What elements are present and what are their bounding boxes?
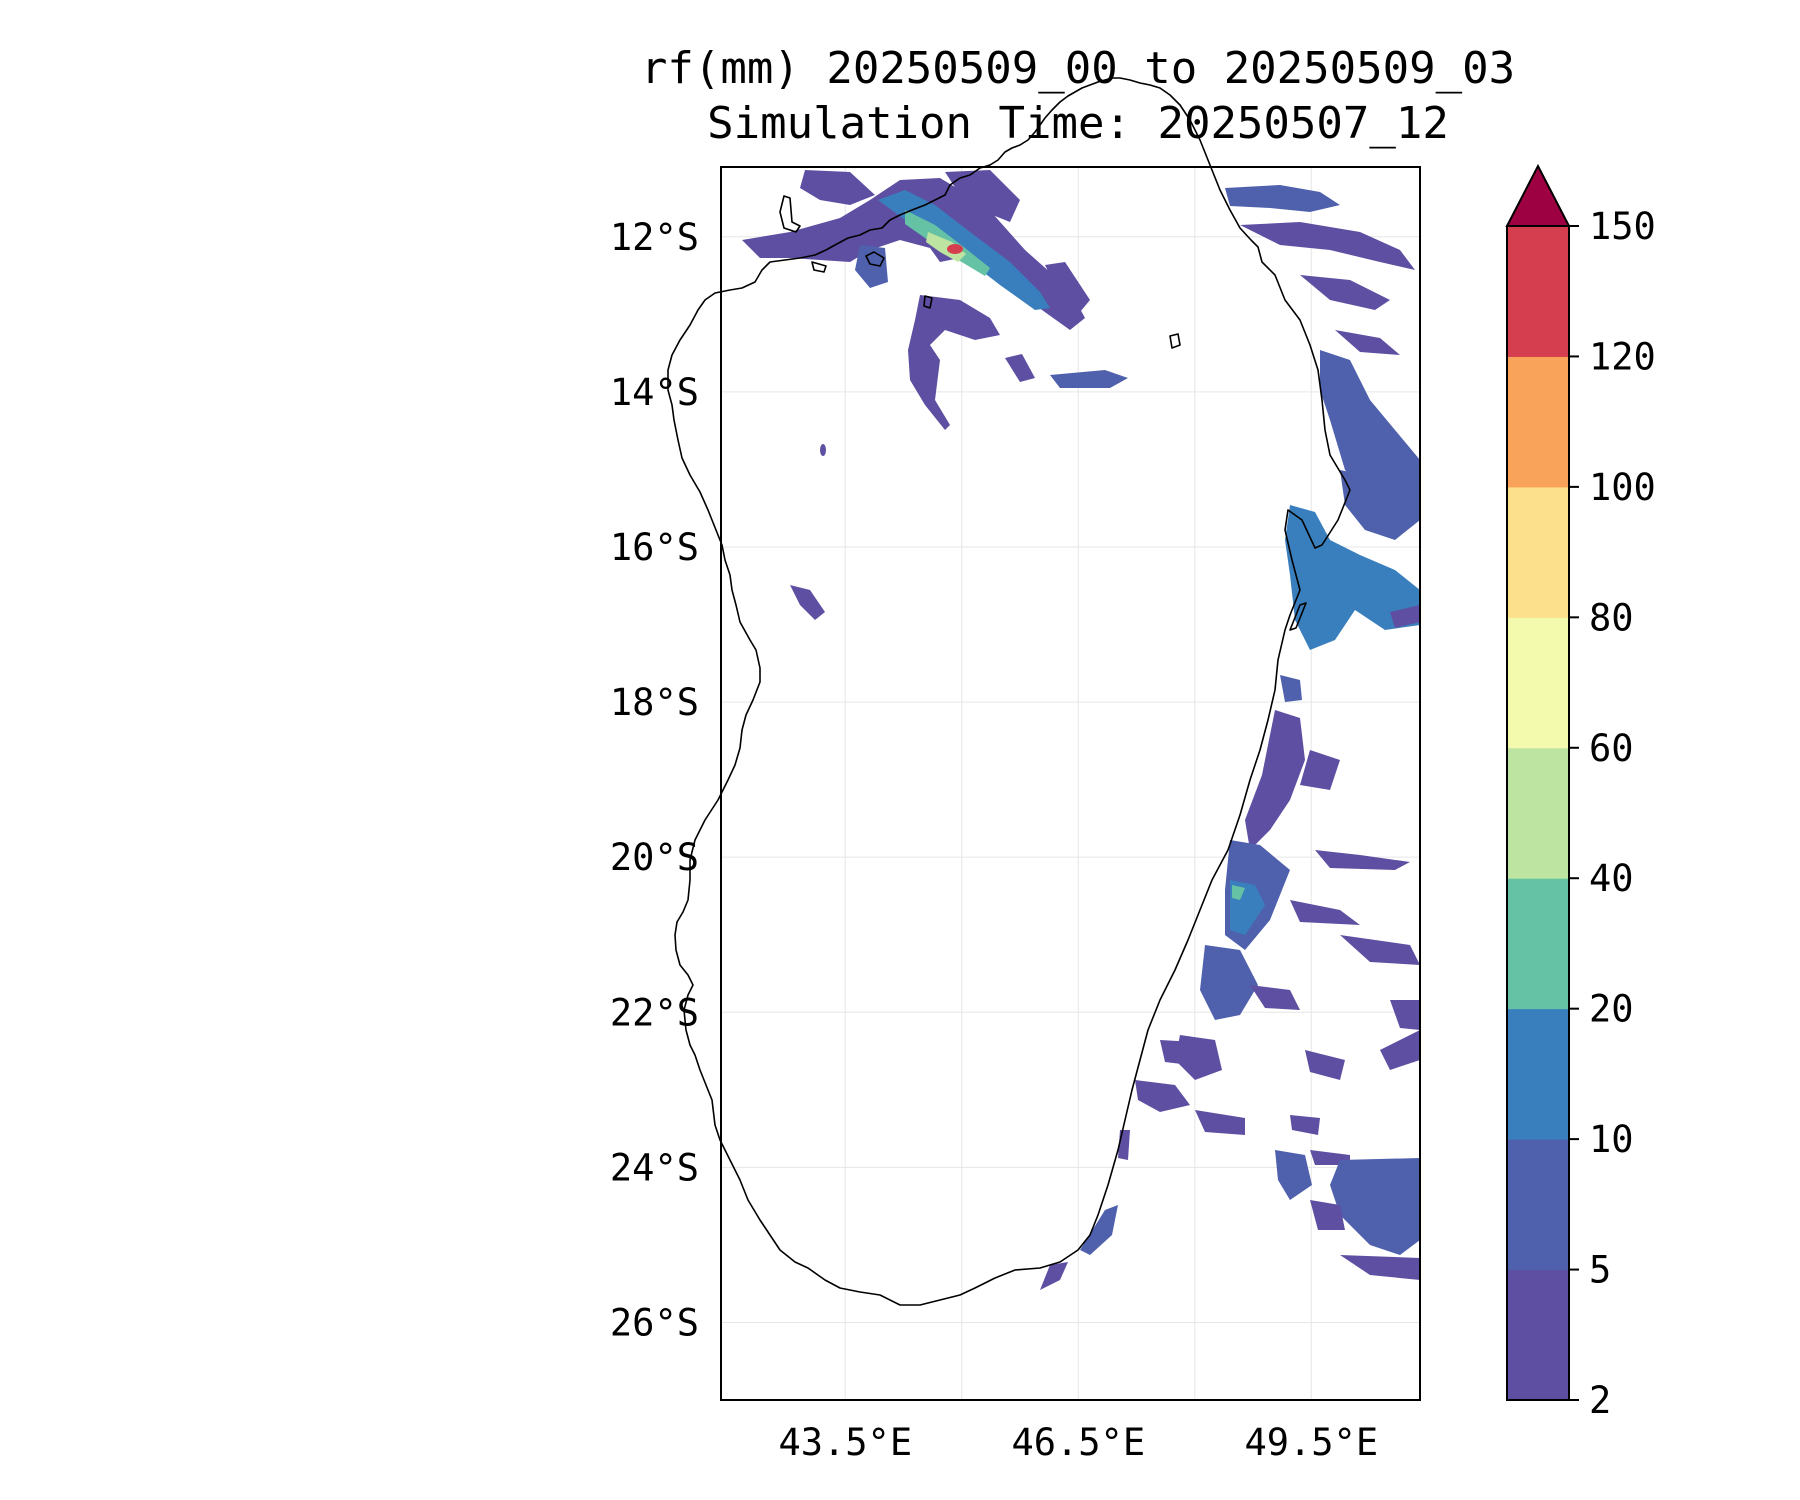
rain-east-coast-north	[1320, 350, 1420, 520]
madagascar-coastline	[667, 77, 1351, 1306]
rain-southeast-6	[1275, 1150, 1312, 1200]
colorbar-segment	[1507, 486, 1569, 618]
comoros-island-2	[865, 251, 885, 267]
lat-tick-label: 16°S	[610, 526, 699, 569]
colorbar-level-label: 40	[1589, 857, 1634, 900]
map-frame	[720, 166, 1421, 1401]
rain-band-northwest-intense	[926, 232, 966, 262]
colorbar-extend-triangle	[1505, 163, 1571, 227]
colorbar-segment	[1507, 878, 1569, 1010]
rain-south-east-edge	[1390, 1000, 1420, 1030]
rain-east-offshore-6	[1305, 1050, 1345, 1080]
colorbar-level-label: 150	[1589, 205, 1656, 248]
lat-tick-label: 26°S	[610, 1301, 699, 1344]
rain-southeast-3	[1195, 1110, 1245, 1135]
rain-east-coast-bay-outer	[1340, 470, 1420, 540]
rain-east-offshore-4	[1340, 935, 1420, 965]
colorbar-level-label: 100	[1589, 466, 1656, 509]
rain-east-offshore-1	[1300, 750, 1340, 790]
rainfall-contours	[742, 170, 1420, 1290]
rain-band-east-comoros	[1045, 262, 1090, 312]
colorbar-level-label: 2	[1589, 1379, 1611, 1422]
colorbar: 2 5 10 20 40 60 80 100 120 150	[1505, 163, 1656, 1422]
comoros-island-3	[923, 295, 933, 309]
lat-tick-label: 18°S	[610, 681, 699, 724]
lat-tick-label: 20°S	[610, 836, 699, 879]
lon-tick-label: 43.5°E	[778, 1421, 912, 1464]
colorbar-segment	[1507, 356, 1569, 488]
colorbar-frame	[1506, 225, 1570, 1401]
rain-southeast-1	[1160, 1040, 1195, 1065]
figure-title: rf(mm) 20250509_00 to 20250509_03	[641, 43, 1515, 94]
rain-east-offshore-5	[1250, 985, 1300, 1010]
rain-southeast-8	[1310, 1200, 1345, 1230]
colorbar-level-label: 10	[1589, 1118, 1634, 1161]
colorbar-segment	[1507, 617, 1569, 749]
rain-east-coast-bay	[1285, 505, 1420, 650]
rain-southeast-9	[1340, 1255, 1420, 1280]
rain-northeast-band2	[1300, 275, 1390, 310]
colorbar-segment	[1507, 1008, 1569, 1140]
latitude-ticks: 12°S 14°S 16°S 18°S 20°S 22°S 24°S 26°S	[610, 216, 699, 1345]
rain-band-north-top2	[945, 170, 1020, 222]
sainte-marie-island	[1289, 602, 1307, 631]
colorbar-segment	[1507, 747, 1569, 879]
colorbar-segment	[1507, 1139, 1569, 1271]
coastlines	[667, 77, 1351, 1306]
rain-east-central-2	[1245, 710, 1305, 850]
rain-northeast-band3	[1335, 330, 1400, 355]
rain-southeast-7	[1330, 1158, 1420, 1255]
rain-east-central-1	[1280, 675, 1302, 702]
lat-tick-label: 12°S	[610, 216, 699, 259]
colorbar-level-label: 120	[1589, 335, 1656, 378]
nosy-be-island	[1169, 333, 1181, 349]
colorbar-level-label: 80	[1589, 596, 1634, 639]
figure-subtitle: Simulation Time: 20250507_12	[707, 98, 1449, 149]
rain-peak-northwest	[947, 244, 963, 254]
rain-blob-west	[790, 585, 825, 620]
colorbar-level-label: 60	[1589, 727, 1634, 770]
rain-southeast-2	[1135, 1080, 1190, 1112]
colorbar-segment	[1507, 1269, 1569, 1401]
rain-east-offshore-2	[1315, 850, 1410, 870]
rain-northeast-top	[1225, 185, 1340, 212]
lon-tick-label: 46.5°E	[1011, 1421, 1145, 1464]
lat-tick-label: 22°S	[610, 991, 699, 1034]
rain-blob-nw2	[1005, 354, 1035, 382]
rain-northeast-band1	[1240, 222, 1415, 270]
rain-southwest-north	[908, 295, 1000, 430]
rain-east-strip-1	[1390, 605, 1420, 628]
rain-east-offshore-7	[1380, 1030, 1420, 1070]
rain-blob-west-small	[820, 444, 826, 456]
rain-east-offshore-3	[1290, 900, 1360, 925]
colorbar-level-label: 5	[1589, 1249, 1611, 1292]
longitude-ticks: 43.5°E 46.5°E 49.5°E	[778, 1421, 1378, 1464]
rain-band-north-top	[800, 170, 875, 205]
rain-east-central-strong	[1232, 885, 1245, 900]
colorbar-level-label: 20	[1589, 988, 1634, 1031]
rain-east-central-4	[1200, 945, 1258, 1020]
colorbar-segment	[1507, 226, 1569, 357]
lat-tick-label: 14°S	[610, 371, 699, 414]
lon-tick-label: 49.5°E	[1244, 1421, 1378, 1464]
map-panel: 12°S14°S16°S18°S20°S22°S24°S26°S 43.5°E 4…	[610, 77, 1421, 1464]
rain-south-tip-2	[1040, 1262, 1068, 1290]
rain-strip-nw	[1050, 370, 1128, 388]
comoros-island-1	[779, 195, 801, 233]
lat-tick-label: 24°S	[610, 1146, 699, 1189]
rain-southeast-4	[1290, 1115, 1320, 1135]
comoros-island-4	[811, 261, 827, 273]
rain-south-tip	[1080, 1205, 1118, 1255]
